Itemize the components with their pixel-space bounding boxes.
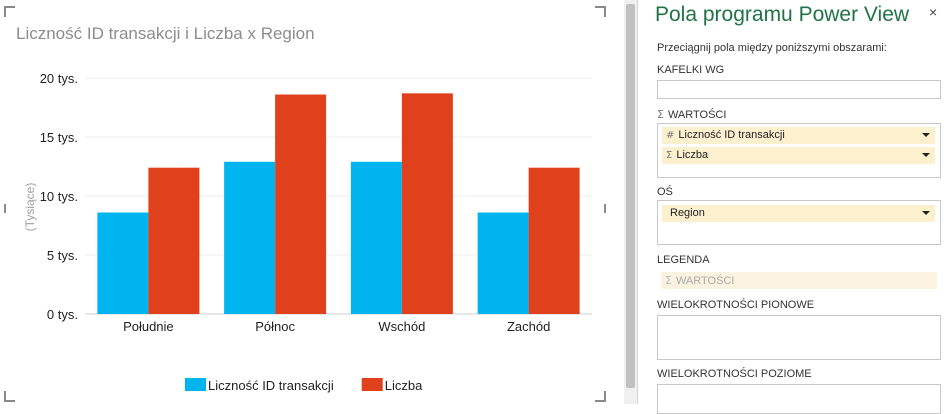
- field-pill-liczba[interactable]: Σ Liczba: [662, 147, 935, 164]
- values-label-text: WARTOŚCI: [667, 109, 727, 121]
- y-tick-label: 5 tys.: [47, 248, 78, 263]
- power-view-fields-pane: Pola programu Power View × Przeciągnij p…: [638, 0, 946, 414]
- section-label-axis: OŚ: [657, 186, 673, 198]
- y-tick-label: 20 tys.: [40, 71, 78, 86]
- bar-chart: Liczność ID transakcji i Liczba x Region…: [16, 24, 592, 393]
- legend-drop-zone[interactable]: Σ WARTOŚCI: [661, 272, 937, 289]
- resize-handle-left[interactable]: [4, 204, 6, 213]
- legend-label: Liczność ID transakcji: [208, 378, 334, 393]
- y-tick-label: 0 tys.: [47, 307, 78, 322]
- bar[interactable]: [97, 212, 149, 314]
- vertical-multiples-drop-zone[interactable]: [657, 315, 941, 360]
- section-label-vertical-multiples: WIELOKROTNOŚCI PIONOWE: [657, 299, 815, 311]
- field-label: Region: [670, 207, 705, 219]
- scrollbar-thumb[interactable]: [626, 4, 635, 388]
- x-tick-label: Wschód: [378, 319, 425, 334]
- y-tick-label: 10 tys.: [40, 189, 78, 204]
- section-label-tiles: KAFELKI WG: [657, 64, 725, 76]
- section-label-horizontal-multiples: WIELOKROTNOŚCI POZIOME: [657, 368, 812, 380]
- pane-divider: [637, 0, 638, 404]
- report-canvas: Liczność ID transakcji i Liczba x Region…: [4, 6, 606, 402]
- pane-instructions: Przeciągnij pola między poniższymi obsza…: [657, 42, 887, 54]
- x-tick-label: Północ: [255, 319, 295, 334]
- sigma-icon: Σ: [665, 274, 672, 287]
- bar[interactable]: [148, 167, 200, 314]
- field-pill-liczno-id-transakcji[interactable]: # Liczność ID transakcji: [662, 127, 935, 144]
- resize-handle-top-right[interactable]: [595, 6, 606, 17]
- resize-handle-bottom-left[interactable]: [4, 391, 15, 402]
- tiles-drop-zone[interactable]: [657, 80, 941, 99]
- chart-title: Liczność ID transakcji i Liczba x Region: [16, 24, 315, 43]
- sigma-icon: Σ: [666, 150, 673, 161]
- legend-label: Liczba: [385, 378, 423, 393]
- bar[interactable]: [224, 161, 276, 314]
- dropdown-arrow-icon[interactable]: [922, 133, 930, 137]
- legend-placeholder: WARTOŚCI: [675, 275, 735, 287]
- section-label-legend: LEGENDA: [657, 254, 710, 266]
- bar[interactable]: [275, 94, 327, 315]
- legend-swatch: [185, 378, 206, 391]
- field-label: Liczność ID transakcji: [678, 129, 785, 141]
- horizontal-multiples-drop-zone[interactable]: [657, 384, 941, 414]
- bar[interactable]: [528, 167, 580, 314]
- y-tick-label: 15 tys.: [40, 130, 78, 145]
- hash-icon: #: [666, 130, 675, 141]
- values-drop-zone[interactable]: # Liczność ID transakcji Σ Liczba: [657, 123, 941, 178]
- field-pill-region[interactable]: Region: [662, 205, 935, 222]
- y-axis-title: (Tysiące): [23, 183, 37, 232]
- x-tick-label: Południe: [123, 319, 174, 334]
- x-tick-label: Zachód: [507, 319, 550, 334]
- resize-handle-top-left[interactable]: [4, 6, 15, 17]
- dropdown-arrow-icon[interactable]: [922, 153, 930, 157]
- resize-handle-right[interactable]: [604, 204, 606, 213]
- canvas-scrollbar[interactable]: [624, 0, 637, 404]
- pane-title: Pola programu Power View: [655, 3, 910, 26]
- chart-visualization[interactable]: Liczność ID transakcji i Liczba x Region…: [4, 6, 606, 402]
- legend-swatch: [361, 378, 383, 391]
- close-icon[interactable]: ×: [929, 4, 938, 20]
- axis-drop-zone[interactable]: Region: [657, 200, 941, 245]
- sigma-icon: Σ: [657, 108, 664, 121]
- resize-handle-bottom-right[interactable]: [595, 391, 606, 402]
- bar[interactable]: [477, 212, 529, 314]
- bar[interactable]: [350, 161, 402, 314]
- section-label-values: Σ WARTOŚCI: [657, 108, 726, 121]
- dropdown-arrow-icon[interactable]: [922, 211, 930, 215]
- bar[interactable]: [401, 93, 453, 314]
- field-label: Liczba: [676, 149, 709, 161]
